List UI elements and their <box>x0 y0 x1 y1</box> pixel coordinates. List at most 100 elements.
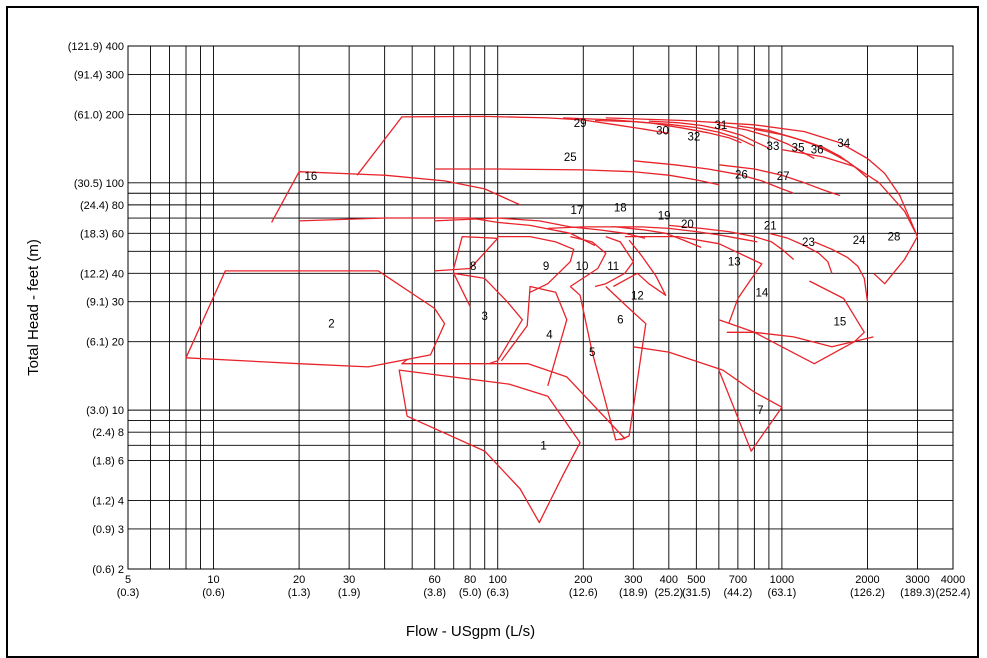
curve-label-36: 36 <box>811 145 824 157</box>
y-tick-label: (18.3) 60 <box>80 228 124 240</box>
curve-label-33: 33 <box>767 141 780 153</box>
y-tick-label: (3.0) 10 <box>86 405 124 417</box>
pump-curve-20 <box>610 226 758 243</box>
x-tick-label: 4000 <box>941 574 965 586</box>
x-tick-sublabel: (44.2) <box>724 587 753 599</box>
pump-curve-16 <box>271 171 521 223</box>
pump-curve-7 <box>633 346 783 452</box>
x-tick-label: 100 <box>489 574 507 586</box>
x-tick-label: 400 <box>660 574 678 586</box>
curve-label-6: 6 <box>617 315 623 327</box>
pump-curve-2 <box>185 270 446 368</box>
pump-curve-17 <box>299 217 596 247</box>
pump-curve-27 <box>718 164 841 197</box>
curve-label-8: 8 <box>470 261 476 273</box>
curve-label-23: 23 <box>802 237 815 249</box>
y-tick-label: (91.4) 300 <box>74 69 124 81</box>
curve-label-2: 2 <box>328 319 334 331</box>
x-tick-sublabel: (6.3) <box>486 587 509 599</box>
x-tick-sublabel: (63.1) <box>768 587 797 599</box>
curve-label-26: 26 <box>735 169 748 181</box>
pump-curve-31 <box>648 120 770 149</box>
y-tick-label: (0.9) 3 <box>92 524 124 536</box>
y-tick-label: (2.4) 8 <box>92 427 124 439</box>
curve-label-25: 25 <box>564 152 577 164</box>
pump-curve-30 <box>563 117 742 144</box>
curve-label-1: 1 <box>540 440 546 452</box>
x-tick-sublabel: (5.0) <box>459 587 482 599</box>
pump-curve-14 <box>726 280 865 365</box>
x-tick-sublabel: (1.9) <box>338 587 361 599</box>
pump-curve-25 <box>434 168 720 186</box>
x-tick-sublabel: (252.4) <box>936 587 971 599</box>
x-tick-sublabel: (0.6) <box>202 587 225 599</box>
curve-label-28: 28 <box>888 232 901 244</box>
curve-label-14: 14 <box>755 287 768 299</box>
curve-label-20: 20 <box>681 219 694 231</box>
x-tick-label: 3000 <box>905 574 929 586</box>
pump-curve-15 <box>718 319 874 348</box>
x-tick-label: 200 <box>574 574 592 586</box>
grid-lines <box>127 45 954 570</box>
curve-label-12: 12 <box>631 290 644 302</box>
y-tick-label: (12.2) 40 <box>80 268 124 280</box>
y-axis-ticks: (0.6) 2 (0.9) 3 (1.2) 4 (1.8) 6 (2.4) 8 (3.0)… <box>68 41 124 576</box>
curve-label-15: 15 <box>834 317 847 329</box>
x-tick-sublabel: (25.2) <box>654 587 683 599</box>
x-tick-label: 700 <box>729 574 747 586</box>
x-tick-label: 2000 <box>855 574 879 586</box>
curve-label-9: 9 <box>543 261 549 273</box>
x-tick-label: 500 <box>687 574 705 586</box>
pump-curve-24 <box>814 241 869 302</box>
chart-frame: 1 2 3 4 5 6 7 8 9 10 11 12 13 14 15 16 17 18 19 20 21 23 24 25 2… <box>6 6 979 658</box>
plot-border <box>127 45 954 570</box>
pump-curve-21 <box>668 224 795 260</box>
x-tick-sublabel: (0.3) <box>117 587 140 599</box>
pump-curve-12 <box>612 239 667 296</box>
y-tick-label: (6.1) 20 <box>86 337 124 349</box>
curve-label-35: 35 <box>792 143 805 155</box>
pump-curve-18 <box>434 217 646 239</box>
x-tick-sublabel: (189.3) <box>900 587 935 599</box>
pump-curve-26 <box>633 160 794 194</box>
curve-label-27: 27 <box>777 171 790 183</box>
pump-curves <box>185 115 919 524</box>
curve-label-24: 24 <box>853 235 866 247</box>
y-tick-label: (1.2) 4 <box>92 496 124 508</box>
curve-label-5: 5 <box>589 347 595 359</box>
pump-curve-4 <box>500 285 568 386</box>
pump-curve-11 <box>594 235 634 288</box>
curve-label-21: 21 <box>764 220 777 232</box>
x-tick-sublabel: (31.5) <box>682 587 711 599</box>
curve-label-32: 32 <box>687 131 700 143</box>
pump-curve-6 <box>605 286 647 441</box>
x-tick-label: 1000 <box>770 574 794 586</box>
x-tick-label: 300 <box>624 574 642 586</box>
curve-label-16: 16 <box>304 171 317 183</box>
x-axis-ticks: 5(0.3) 10(0.6) 20(1.3) 30(1.9) 60(3.8) 80(5.0… <box>117 574 971 599</box>
curve-label-17: 17 <box>571 205 584 217</box>
x-tick-label: 5 <box>125 574 131 586</box>
y-tick-label: (61.0) 200 <box>74 109 124 121</box>
y-tick-label: (24.4) 80 <box>80 200 124 212</box>
x-axis-label: Flow - USgpm (L/s) <box>406 623 535 640</box>
curve-label-7: 7 <box>757 405 763 417</box>
curve-label-29: 29 <box>574 118 587 130</box>
pump-curve-36 <box>754 128 868 179</box>
x-tick-label: 30 <box>343 574 355 586</box>
x-tick-sublabel: (1.3) <box>288 587 311 599</box>
y-tick-label: (9.1) 30 <box>86 297 124 309</box>
pump-curve-33 <box>718 124 815 160</box>
x-tick-label: 20 <box>293 574 305 586</box>
pump-curve-8 <box>434 235 499 272</box>
curve-label-11: 11 <box>607 261 619 273</box>
y-axis-label: Total Head - feet (m) <box>25 239 42 376</box>
curve-label-19: 19 <box>658 210 671 222</box>
y-tick-label: (1.8) 6 <box>92 456 124 468</box>
curve-label-13: 13 <box>728 257 741 269</box>
x-tick-sublabel: (3.8) <box>423 587 446 599</box>
y-tick-label: (0.6) 2 <box>92 564 124 576</box>
pump-curve-29 <box>356 115 669 176</box>
